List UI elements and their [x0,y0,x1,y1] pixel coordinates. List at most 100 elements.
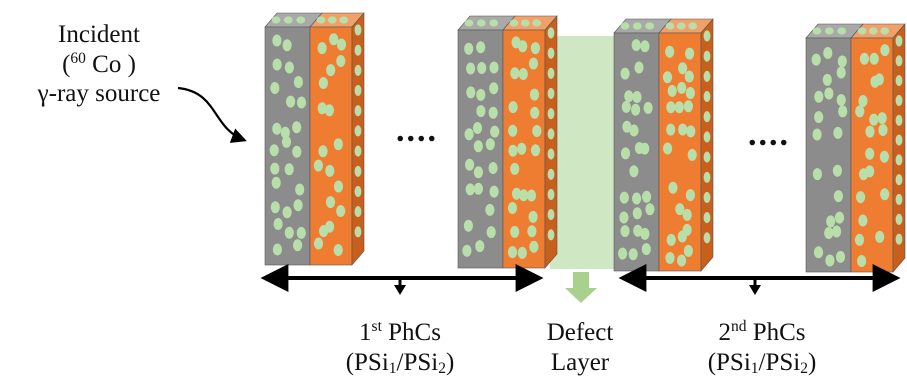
pore [858,214,868,227]
isotope-mass-number: 60 [70,49,86,67]
pore [318,145,328,158]
pore-side [354,105,362,117]
pore [318,77,328,89]
pore [336,38,347,51]
pore [632,192,642,205]
pore [530,42,541,55]
pore [677,81,687,94]
pore [336,205,346,217]
pore-side [354,206,362,218]
pore [284,61,294,74]
pore [472,122,483,134]
pore [662,71,673,84]
pore [508,101,518,114]
pore [466,62,476,75]
pore [477,62,487,74]
pore [473,140,483,153]
pore-top [296,16,306,24]
pore [856,191,866,204]
pore-top [857,27,867,35]
stack-2-gray-layer [457,15,516,269]
pore-top [271,16,281,24]
pore [685,87,696,99]
pore-side [703,50,711,62]
pore [683,100,694,113]
pore-side [703,131,711,143]
stack-4-side [892,23,906,273]
pore [296,226,306,239]
pore [317,42,327,55]
pore [293,239,303,252]
pore [877,112,887,125]
pore [488,162,498,174]
pore-top [665,22,675,30]
pore-side [547,67,555,79]
pore-top [620,22,630,30]
pore [465,183,475,196]
pore [485,203,495,216]
incident-label-line1: Incident [58,21,140,48]
pore [878,124,888,136]
pore [325,164,335,177]
pore [490,125,500,138]
stack-1 [264,12,365,266]
pore [292,121,302,134]
pore [324,104,334,117]
pore [628,248,638,261]
pore-side [547,148,555,160]
pore [329,33,339,46]
stack-4 [805,23,906,273]
pore-top [532,19,542,27]
pore [665,252,675,264]
pore [875,230,885,243]
pore-top [489,19,499,27]
defect-label-line2: Layer [550,348,610,376]
pore [270,162,280,175]
second-phc-label: 2nd PhCs (PSi1/PSi2) [672,318,852,377]
pore [619,191,629,204]
pore [526,189,537,202]
pore-top [645,22,655,30]
pore [837,55,847,68]
stack-4-side-face [892,23,906,273]
pore [812,128,822,141]
pore [517,246,527,259]
pore [677,254,687,267]
pore-side [703,30,711,42]
pore [836,66,846,79]
pore [643,101,653,114]
ellipsis-right: .... [748,116,790,153]
pore [336,55,346,67]
pore-top [812,27,822,35]
ellipsis-left: .... [396,112,438,149]
pore [826,215,836,228]
defect-pointer-arrow [565,272,597,303]
pore [510,225,520,238]
pore-side [895,94,903,107]
pore-side [895,75,903,87]
pore-side [354,165,362,177]
pore-side [547,188,555,201]
stack-3-gray-layer [613,18,672,272]
first-phc-formula: (PSi1/PSi2) [345,348,455,378]
pore [284,163,294,176]
pore-side [547,168,555,180]
stack-3-side [700,18,714,272]
pore [280,126,290,139]
pore-side [703,212,711,224]
pore [683,244,694,257]
pore [687,148,697,161]
pore [631,39,641,52]
pore [620,147,631,160]
pore [686,125,696,138]
pore [326,64,336,77]
pore [634,61,644,74]
pore-top [283,16,293,24]
pore [833,126,843,139]
pore-top [837,27,847,35]
pore [880,188,890,201]
pore [859,52,870,65]
pore [269,144,279,157]
pore [507,202,518,214]
pore [642,190,652,203]
